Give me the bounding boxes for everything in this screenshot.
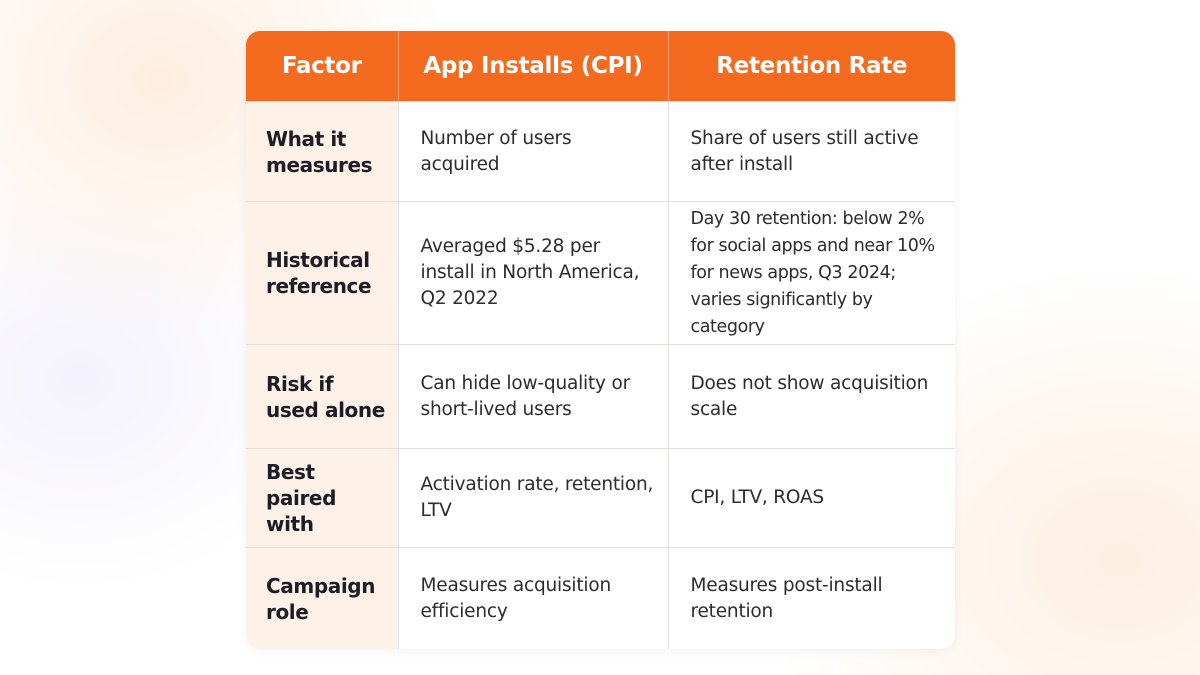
comparison-table-card: Factor App Installs (CPI) Retention Rate… bbox=[246, 31, 955, 649]
retention-cell: Measures post-install retention bbox=[667, 547, 955, 649]
retention-cell: Does not show acquisition scale bbox=[667, 344, 955, 449]
header-factor: Factor bbox=[246, 31, 398, 102]
cpi-cell: Number of users acquired bbox=[397, 101, 668, 202]
row-factor-label: What it measures bbox=[246, 101, 398, 202]
retention-cell: Day 30 retention: below 2% for social ap… bbox=[667, 201, 955, 345]
header-retention-rate: Retention Rate bbox=[667, 31, 955, 102]
table-row: Campaign role Measures acquisition effic… bbox=[246, 547, 955, 649]
header-app-installs-cpi: App Installs (CPI) bbox=[397, 31, 668, 102]
row-factor-label: Historical reference bbox=[246, 201, 398, 345]
table-row: Risk if used alone Can hide low-quality … bbox=[246, 344, 955, 449]
row-factor-label: Campaign role bbox=[246, 547, 398, 649]
row-factor-label: Best paired with bbox=[246, 448, 398, 548]
table-row: Best paired with Activation rate, retent… bbox=[246, 448, 955, 548]
table-row: What it measures Number of users acquire… bbox=[246, 101, 955, 202]
retention-cell: Share of users still active after instal… bbox=[667, 101, 955, 202]
table-header-row: Factor App Installs (CPI) Retention Rate bbox=[246, 31, 955, 102]
row-factor-label: Risk if used alone bbox=[246, 344, 398, 449]
table-row: Historical reference Averaged $5.28 per … bbox=[246, 201, 955, 345]
cpi-cell: Activation rate, retention, LTV bbox=[397, 448, 668, 548]
comparison-table: Factor App Installs (CPI) Retention Rate… bbox=[246, 31, 955, 649]
retention-cell: CPI, LTV, ROAS bbox=[667, 448, 955, 548]
cpi-cell: Can hide low-quality or short-lived user… bbox=[397, 344, 668, 449]
cpi-cell: Measures acquisition efficiency bbox=[397, 547, 668, 649]
cpi-cell: Averaged $5.28 per install in North Amer… bbox=[397, 201, 668, 345]
